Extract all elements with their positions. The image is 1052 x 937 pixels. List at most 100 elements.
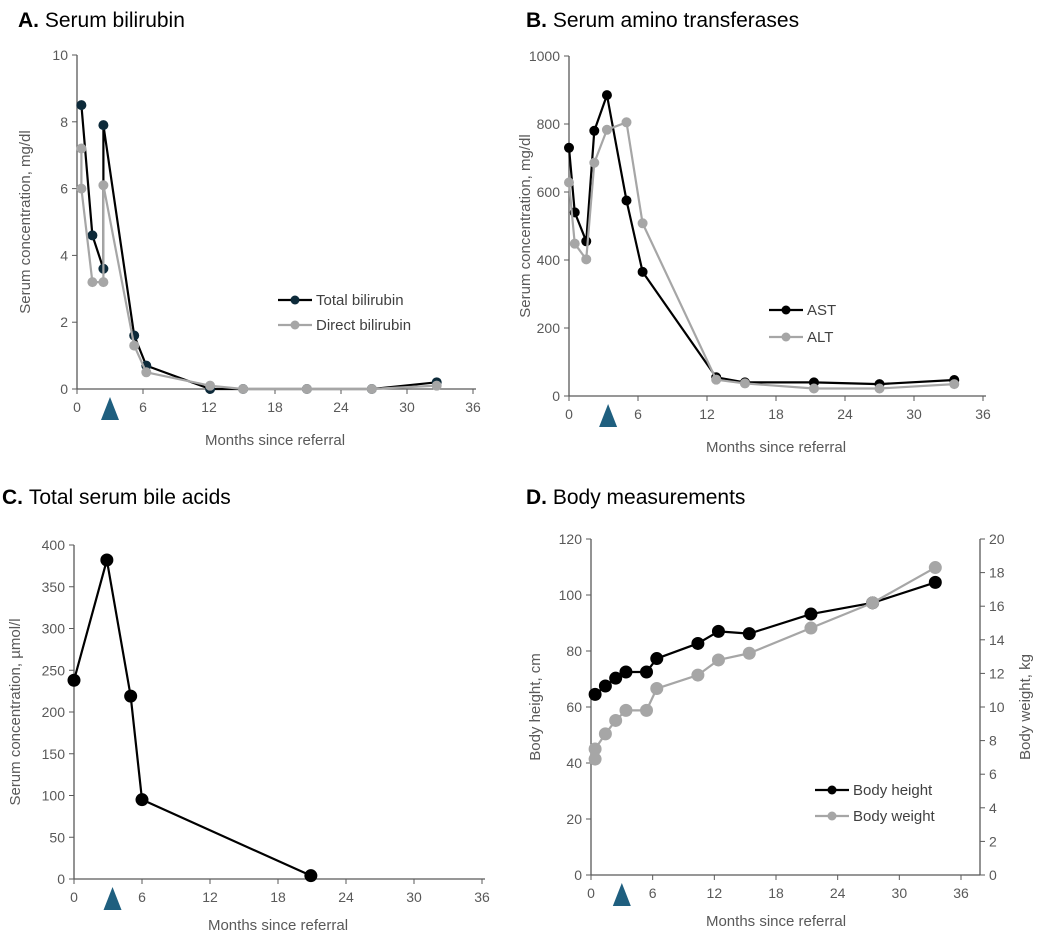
x-axis-label: Months since referral [208,917,348,934]
y-tick-label: 250 [42,662,66,678]
y-tick-label: 0 [60,381,68,397]
data-point [76,100,87,111]
panel-letter: A. [18,9,45,32]
x-tick-label: 12 [202,889,218,905]
data-point [804,607,818,621]
x-axis-label: Months since referral [706,439,846,456]
x-tick-label: 12 [201,399,217,415]
chart-panel-b: B. Serum amino transferases 0 200 400 600 800… [517,9,991,456]
x-tick-label: 30 [906,406,922,422]
y-right-tick-label: 18 [989,565,1005,581]
panel-letter: C. [2,486,29,509]
series-line-body-weight [594,566,936,760]
data-point [621,195,632,206]
x-tick-label: 18 [768,885,784,901]
chart-title: B. Serum amino transferases [526,9,799,32]
x-tick-label: 0 [587,885,595,901]
data-point [640,665,653,679]
data-point [67,673,81,687]
data-point [691,668,705,682]
data-point [691,636,705,650]
x-tick-label: 6 [139,399,147,415]
data-point [650,682,664,696]
y-tick-label: 120 [559,531,583,547]
data-point [742,627,756,641]
legend-swatch-marker [827,785,837,795]
data-point [637,266,648,277]
y-tick-label: 1000 [529,48,560,64]
data-point [621,117,632,128]
data-point [711,653,725,667]
x-tick-label: 30 [406,889,422,905]
data-point [366,384,377,394]
y-tick-label: 100 [42,788,66,804]
y-right-tick-label: 16 [989,598,1005,614]
data-point [431,380,442,391]
x-tick-label: 18 [267,399,283,415]
x-tick-label: 30 [399,399,415,415]
chart-panel-c: C. Total serum bile acids 0 50 100 150 200 250… [2,486,490,934]
legend-label: Direct bilirubin [316,317,411,334]
data-point [619,665,633,679]
data-point [874,383,885,394]
series-line-ast [567,93,955,386]
data-point [564,142,574,153]
chart-title-text: Serum amino transferases [553,9,799,32]
y-right-tick-label: 0 [989,867,997,883]
x-tick-label: 24 [333,399,349,415]
chart-title-text: Total serum bile acids [29,486,231,509]
chart-title-text: Serum bilirubin [45,9,185,32]
y-tick-label: 2 [60,314,68,330]
y-tick-label: 150 [42,746,66,762]
y-tick-label: 4 [60,247,68,263]
y-right-tick-label: 2 [989,833,997,849]
legend-swatch-marker [290,295,300,305]
data-point [87,230,98,241]
x-tick-label: 6 [138,889,146,905]
data-point [742,646,756,660]
x-axis-label: Months since referral [205,432,345,449]
data-point [141,367,152,378]
legend-swatch-marker [827,811,837,821]
y-right-tick-label: 14 [989,632,1005,648]
x-tick-label: 0 [73,399,81,415]
data-point [619,703,633,717]
data-point [808,383,819,394]
y-axis-label: Serum concentration, µmol/l [7,618,24,805]
x-tick-label: 36 [953,885,969,901]
y-tick-label: 600 [537,184,561,200]
data-point [601,124,612,135]
data-point [100,553,114,567]
x-tick-label: 18 [768,406,784,422]
y-axis-label: Serum concentration, mg/dl [517,134,534,317]
y-right-tick-label: 20 [989,531,1005,547]
x-tick-label: 24 [338,889,354,905]
chart-title-text: Body measurements [553,486,746,509]
data-point [711,624,725,638]
treatment-marker-triangle [101,397,119,420]
y-tick-label: 10 [52,47,68,63]
y-right-tick-label: 6 [989,766,997,782]
data-point [76,143,87,154]
data-point [650,652,664,666]
data-point [87,277,98,288]
data-point [238,384,249,394]
y-axis-label: Serum concentration, mg/dl [17,130,34,313]
data-point [640,703,653,717]
treatment-marker-triangle [103,887,122,910]
data-point [601,90,612,101]
x-tick-label: 12 [699,406,715,422]
data-point [98,180,109,191]
data-point [98,120,109,131]
x-tick-label: 18 [270,889,286,905]
data-point [205,380,216,391]
x-tick-label: 0 [565,406,573,422]
legend-label: AST [807,302,836,319]
data-point [928,561,942,575]
x-tick-label: 0 [70,889,78,905]
legend-swatch-marker [290,320,300,330]
y-tick-label: 200 [42,704,66,720]
y-tick-label: 0 [57,871,65,887]
